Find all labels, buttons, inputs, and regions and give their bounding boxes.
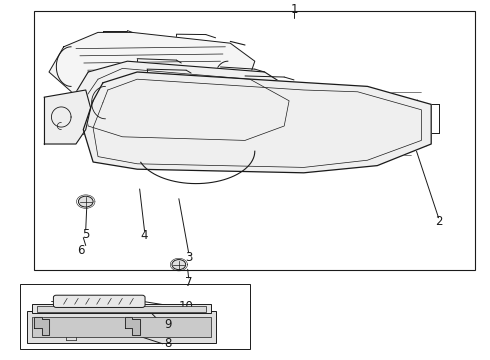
Circle shape bbox=[172, 260, 186, 270]
Polygon shape bbox=[44, 90, 91, 144]
Circle shape bbox=[78, 196, 93, 207]
Polygon shape bbox=[49, 32, 255, 108]
Bar bbox=[37, 306, 206, 312]
Text: 3: 3 bbox=[185, 251, 193, 264]
Text: 6: 6 bbox=[77, 244, 85, 257]
Text: 2: 2 bbox=[435, 215, 442, 228]
Bar bbox=[27, 311, 216, 343]
Text: 9: 9 bbox=[164, 318, 171, 331]
Polygon shape bbox=[83, 72, 431, 173]
Polygon shape bbox=[125, 317, 140, 335]
Bar bbox=[34, 11, 475, 270]
Bar bbox=[20, 284, 250, 349]
Polygon shape bbox=[69, 61, 304, 151]
Bar bbox=[32, 304, 211, 313]
FancyBboxPatch shape bbox=[53, 295, 145, 307]
Polygon shape bbox=[34, 317, 49, 335]
Text: 10: 10 bbox=[179, 300, 194, 313]
Text: 5: 5 bbox=[82, 228, 90, 240]
Text: 7: 7 bbox=[185, 276, 193, 289]
Text: 1: 1 bbox=[290, 3, 298, 15]
Text: 8: 8 bbox=[164, 337, 171, 350]
Text: 4: 4 bbox=[141, 229, 148, 242]
Bar bbox=[32, 317, 211, 337]
